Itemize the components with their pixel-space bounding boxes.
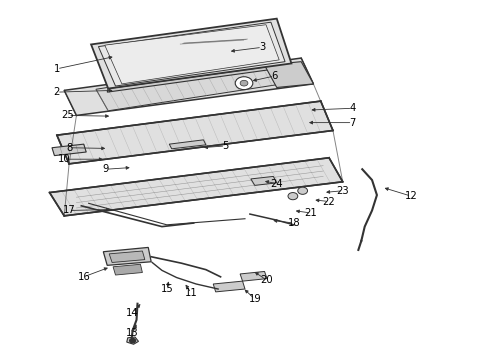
- Polygon shape: [96, 60, 294, 111]
- Text: 17: 17: [63, 206, 75, 216]
- Polygon shape: [64, 58, 314, 116]
- Text: 23: 23: [337, 186, 349, 196]
- Text: 11: 11: [185, 288, 197, 298]
- Text: 12: 12: [405, 191, 417, 201]
- Polygon shape: [109, 251, 145, 262]
- Circle shape: [235, 77, 253, 90]
- Text: 24: 24: [270, 179, 283, 189]
- Text: 21: 21: [305, 208, 318, 218]
- Text: 5: 5: [222, 141, 229, 151]
- Text: 13: 13: [126, 328, 139, 338]
- Text: 2: 2: [54, 87, 60, 97]
- Text: 10: 10: [58, 154, 71, 164]
- Text: 22: 22: [323, 197, 336, 207]
- Polygon shape: [57, 101, 333, 164]
- Polygon shape: [113, 264, 143, 275]
- Polygon shape: [52, 144, 86, 156]
- Polygon shape: [265, 62, 314, 87]
- Polygon shape: [127, 337, 139, 344]
- Text: 14: 14: [126, 308, 139, 318]
- Circle shape: [130, 338, 136, 343]
- Polygon shape: [49, 158, 343, 216]
- Polygon shape: [107, 63, 292, 92]
- Circle shape: [240, 80, 248, 86]
- Text: 7: 7: [349, 118, 356, 128]
- Polygon shape: [91, 19, 292, 89]
- Circle shape: [298, 187, 308, 194]
- Polygon shape: [103, 247, 151, 265]
- Polygon shape: [105, 25, 279, 84]
- Text: 8: 8: [66, 143, 72, 153]
- Text: 18: 18: [288, 218, 300, 228]
- Text: 9: 9: [102, 164, 109, 174]
- Polygon shape: [213, 281, 245, 292]
- Text: 1: 1: [54, 64, 60, 74]
- Text: 25: 25: [62, 111, 74, 121]
- Text: 4: 4: [349, 103, 356, 113]
- Text: 19: 19: [248, 294, 261, 304]
- Circle shape: [288, 193, 298, 200]
- Text: 6: 6: [271, 71, 277, 81]
- Text: 16: 16: [77, 272, 90, 282]
- Polygon shape: [240, 271, 267, 281]
- Text: 20: 20: [261, 275, 273, 285]
- Text: 3: 3: [259, 42, 265, 52]
- Polygon shape: [169, 140, 206, 149]
- Polygon shape: [251, 176, 277, 185]
- Text: 15: 15: [160, 284, 173, 294]
- Polygon shape: [98, 22, 285, 86]
